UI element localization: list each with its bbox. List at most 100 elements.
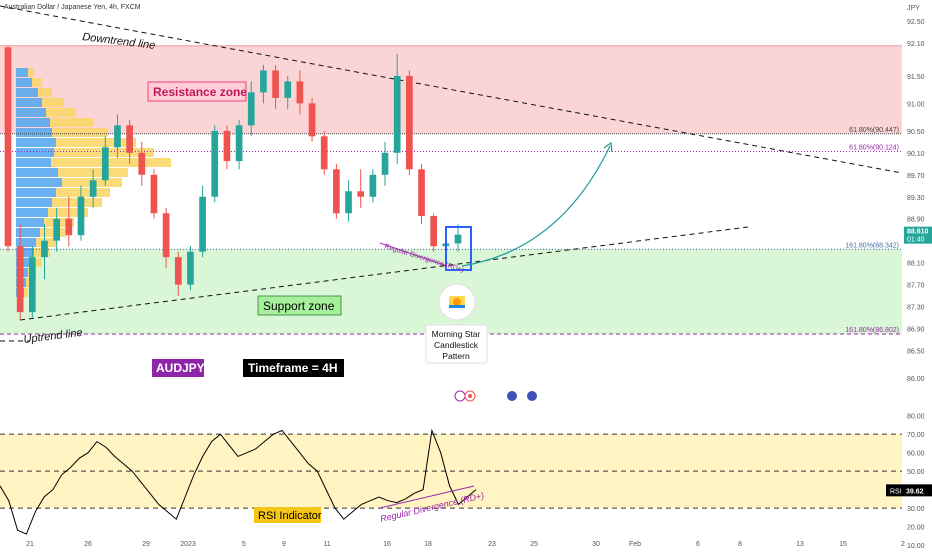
fib-level-label: 61.80%(90.124) <box>849 144 899 151</box>
pair-label-box <box>152 359 204 377</box>
candle-body <box>199 196 206 252</box>
rsi-value-title: RSI <box>890 488 902 495</box>
rsi-axis-tick: 10.00 <box>907 543 925 550</box>
candle-body <box>235 125 243 162</box>
time-axis-tick: 2023 <box>180 541 196 548</box>
time-axis-tick: Feb <box>629 541 641 548</box>
time-axis-tick: 13 <box>796 541 804 548</box>
fib-level-label: 161.80%(88.342) <box>845 242 899 249</box>
candle-body <box>260 70 267 93</box>
resistance-zone-label-box <box>147 81 247 102</box>
pattern-label-box <box>425 324 488 364</box>
chart-header-title: Australian Dollar / Japanese Yen, 4h, FX… <box>4 4 141 11</box>
volume-profile-bar <box>38 88 52 97</box>
timeframe-label-box <box>243 359 344 377</box>
price-axis-tick: 92.10 <box>907 41 925 48</box>
volume-profile-bar <box>48 208 88 217</box>
price-axis-tick: 86.90 <box>907 327 925 334</box>
candle-body <box>174 257 182 285</box>
volume-profile-bar <box>16 118 50 127</box>
candle-body <box>89 180 97 197</box>
volume-profile-bar <box>16 168 58 177</box>
volume-profile-bar <box>56 188 110 197</box>
pattern-label-line-2: Candlestick <box>434 340 479 350</box>
volume-profile-bar <box>16 218 44 227</box>
candle-body <box>53 218 60 241</box>
rsi-axis-tick: 30.00 <box>907 506 925 513</box>
time-axis-tick: 11 <box>323 541 330 548</box>
candle-body <box>41 240 48 258</box>
candle-body <box>393 75 401 153</box>
price-axis-tick: 87.70 <box>907 283 925 290</box>
time-axis-tick: 15 <box>839 541 847 548</box>
rsi-axis-tick: 50.00 <box>907 469 925 476</box>
time-axis-tick: 9 <box>282 541 286 548</box>
volume-profile-bar <box>52 198 102 207</box>
price-divergence-line <box>379 242 448 267</box>
volume-profile-bar <box>16 148 54 157</box>
pattern-label-line-3: Pattern <box>442 351 470 361</box>
candle-body <box>162 213 170 258</box>
candle-body <box>77 196 85 236</box>
countdown-value: 01:40 <box>907 237 925 244</box>
time-axis-tick: 18 <box>424 541 432 548</box>
event-icons[interactable] <box>454 390 537 402</box>
volume-profile-bar <box>30 258 42 267</box>
support-zone-label-box <box>257 295 342 316</box>
fib-level-label: 161.80%(86.802) <box>845 327 899 334</box>
time-axis-tick: 16 <box>383 541 391 548</box>
volume-profile-bar <box>42 98 64 107</box>
volume-profile-bar <box>16 208 48 217</box>
pattern-highlight-box <box>445 226 472 271</box>
volume-profile-bar <box>52 128 108 137</box>
volume-profile-bar <box>16 198 52 207</box>
time-axis-tick: 29 <box>142 541 150 548</box>
candle-body <box>272 70 279 98</box>
price-axis-background <box>902 0 932 550</box>
volume-profile-bar <box>16 238 36 247</box>
volume-profile-bar <box>24 288 28 297</box>
candle-body <box>101 147 109 181</box>
candle-body <box>150 174 158 214</box>
rsi-indicator-label-box <box>254 507 321 523</box>
candle-body <box>284 81 292 98</box>
resistance-zone <box>0 45 902 134</box>
candle-body <box>345 191 352 214</box>
candle-body <box>296 81 304 104</box>
candle-body <box>211 130 219 197</box>
time-axis-tick: 23 <box>488 541 496 548</box>
volume-profile-bar <box>16 78 32 87</box>
volume-profile-bar <box>16 68 28 77</box>
volume-profile-bar <box>16 248 34 257</box>
time-axis-tick: 21 <box>26 541 34 548</box>
resistance-zone-label: Resistance zone <box>153 85 247 99</box>
candle-body <box>369 174 377 197</box>
volume-profile-bar <box>16 158 51 167</box>
candle-body <box>406 75 413 170</box>
rsi-divergence-line <box>379 485 475 509</box>
candle-body <box>454 234 462 244</box>
price-axis-tick: 88.10 <box>907 261 925 268</box>
candle-body <box>126 125 133 153</box>
candle-body <box>223 130 231 162</box>
volume-profile-bar <box>16 188 56 197</box>
pattern-label-line-1: Morning Star <box>432 329 481 339</box>
volume-profile-bar <box>16 88 38 97</box>
price-axis-tick: 86.00 <box>907 376 925 383</box>
time-axis-tick: 8 <box>738 541 742 548</box>
rsi-axis-tick: 80.00 <box>907 414 925 421</box>
price-axis-tick: 90.10 <box>907 151 925 158</box>
price-axis-tick: 89.30 <box>907 195 925 202</box>
volume-profile-bar <box>51 158 171 167</box>
volume-profile-bar <box>46 108 76 117</box>
volume-profile-bar <box>32 78 42 87</box>
candle-body <box>16 246 24 313</box>
candle-body <box>333 169 340 214</box>
rsi-value-tag <box>886 484 932 497</box>
price-axis-tick: 92.50 <box>907 19 925 26</box>
last-price-tag <box>904 226 932 244</box>
volume-profile-bar <box>16 98 42 107</box>
volume-profile-bar <box>40 228 66 237</box>
price-axis-tick: 90.50 <box>907 129 925 136</box>
